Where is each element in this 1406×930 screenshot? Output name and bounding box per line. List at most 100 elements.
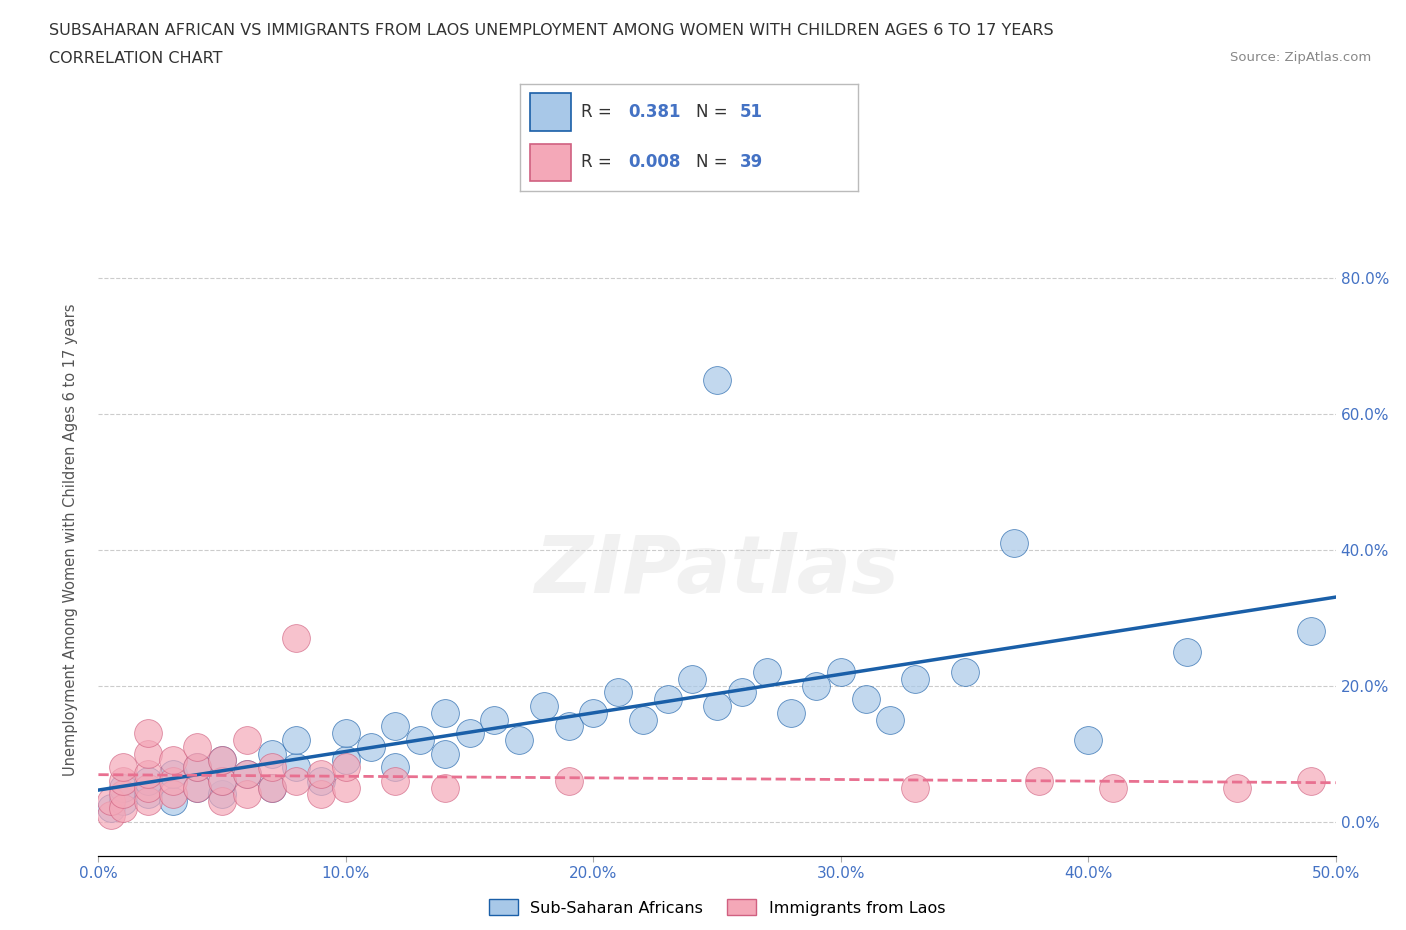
- Point: [112, 794, 135, 809]
- Point: [904, 780, 927, 795]
- Point: [260, 780, 283, 795]
- Point: [458, 725, 481, 740]
- Point: [100, 807, 122, 822]
- Text: 0.008: 0.008: [628, 153, 681, 171]
- Point: [953, 665, 976, 680]
- Point: [112, 801, 135, 816]
- Text: R =: R =: [581, 103, 612, 121]
- FancyBboxPatch shape: [530, 143, 571, 181]
- Point: [162, 787, 184, 802]
- Point: [285, 733, 308, 748]
- Point: [557, 719, 579, 734]
- Point: [1077, 733, 1099, 748]
- Point: [557, 774, 579, 789]
- Point: [136, 780, 159, 795]
- Point: [335, 780, 357, 795]
- Text: ZIPatlas: ZIPatlas: [534, 532, 900, 610]
- Point: [136, 794, 159, 809]
- Point: [112, 780, 135, 795]
- Point: [186, 780, 208, 795]
- Point: [904, 671, 927, 686]
- Text: N =: N =: [696, 153, 727, 171]
- FancyBboxPatch shape: [530, 93, 571, 131]
- Point: [484, 712, 506, 727]
- Point: [285, 631, 308, 645]
- Point: [1175, 644, 1198, 659]
- Point: [211, 774, 233, 789]
- Point: [657, 692, 679, 707]
- Point: [384, 760, 406, 775]
- Point: [186, 780, 208, 795]
- Point: [1028, 774, 1050, 789]
- Point: [112, 774, 135, 789]
- Point: [285, 774, 308, 789]
- Point: [631, 712, 654, 727]
- Point: [433, 705, 456, 720]
- Point: [112, 787, 135, 802]
- Point: [433, 746, 456, 761]
- Point: [186, 739, 208, 754]
- Point: [236, 787, 259, 802]
- Point: [236, 733, 259, 748]
- Text: 0.381: 0.381: [628, 103, 681, 121]
- Text: R =: R =: [581, 153, 612, 171]
- Point: [433, 780, 456, 795]
- Point: [1002, 536, 1025, 551]
- Point: [681, 671, 703, 686]
- Point: [162, 753, 184, 768]
- Point: [100, 794, 122, 809]
- Text: 39: 39: [740, 153, 763, 171]
- Point: [211, 774, 233, 789]
- Point: [830, 665, 852, 680]
- Point: [260, 780, 283, 795]
- Point: [260, 746, 283, 761]
- Point: [211, 753, 233, 768]
- Text: SUBSAHARAN AFRICAN VS IMMIGRANTS FROM LAOS UNEMPLOYMENT AMONG WOMEN WITH CHILDRE: SUBSAHARAN AFRICAN VS IMMIGRANTS FROM LA…: [49, 23, 1054, 38]
- Point: [335, 760, 357, 775]
- Point: [335, 725, 357, 740]
- Point: [186, 760, 208, 775]
- Y-axis label: Unemployment Among Women with Children Ages 6 to 17 years: Unemployment Among Women with Children A…: [63, 303, 77, 776]
- Point: [112, 760, 135, 775]
- Point: [136, 725, 159, 740]
- Point: [607, 685, 630, 700]
- Point: [162, 774, 184, 789]
- Point: [211, 794, 233, 809]
- Point: [285, 760, 308, 775]
- Point: [1226, 780, 1249, 795]
- Point: [755, 665, 778, 680]
- Point: [136, 746, 159, 761]
- Point: [804, 678, 827, 693]
- Point: [309, 774, 332, 789]
- Point: [309, 766, 332, 781]
- Point: [780, 705, 803, 720]
- Point: [1299, 774, 1322, 789]
- Legend: Sub-Saharan Africans, Immigrants from Laos: Sub-Saharan Africans, Immigrants from La…: [481, 891, 953, 923]
- Point: [384, 774, 406, 789]
- Point: [508, 733, 530, 748]
- Text: Source: ZipAtlas.com: Source: ZipAtlas.com: [1230, 51, 1371, 64]
- Point: [136, 766, 159, 781]
- Point: [335, 753, 357, 768]
- Point: [582, 705, 605, 720]
- Point: [211, 753, 233, 768]
- Point: [260, 760, 283, 775]
- Point: [409, 733, 432, 748]
- Point: [879, 712, 901, 727]
- Point: [706, 698, 728, 713]
- Point: [731, 685, 754, 700]
- Point: [706, 372, 728, 387]
- Point: [136, 787, 159, 802]
- Point: [360, 739, 382, 754]
- Text: N =: N =: [696, 103, 727, 121]
- Point: [1299, 624, 1322, 639]
- Point: [211, 787, 233, 802]
- Point: [100, 801, 122, 816]
- Point: [162, 794, 184, 809]
- Point: [855, 692, 877, 707]
- Point: [533, 698, 555, 713]
- Text: CORRELATION CHART: CORRELATION CHART: [49, 51, 222, 66]
- Point: [309, 787, 332, 802]
- Point: [136, 774, 159, 789]
- Point: [236, 766, 259, 781]
